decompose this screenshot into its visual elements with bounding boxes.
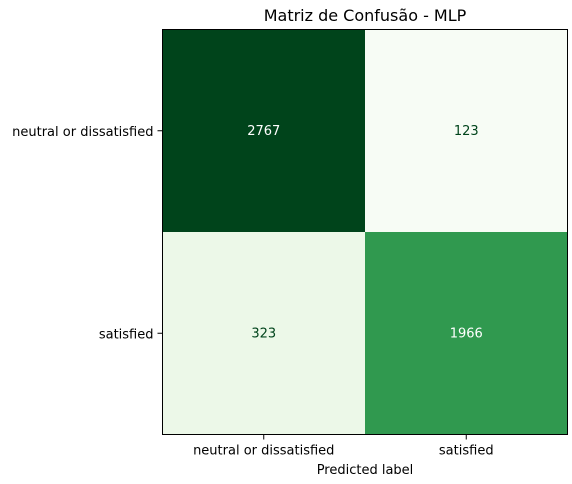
heatmap-cell-0-0 <box>162 29 365 232</box>
heatmap-cells <box>162 29 568 435</box>
y-tick-label-0: neutral or dissatisfied <box>12 125 153 140</box>
heatmap-cell-0-1 <box>365 29 568 232</box>
cell-value-labels: 2767 123 323 1966 <box>247 124 483 342</box>
y-axis-ticks: neutral or dissatisfied satisfied <box>12 125 163 342</box>
x-axis-label: Predicted label <box>317 463 414 478</box>
x-axis-ticks: neutral or dissatisfied satisfied <box>193 434 494 459</box>
cell-value-0-1: 123 <box>454 124 479 139</box>
chart-title: Matriz de Confusão - MLP <box>264 6 467 25</box>
x-tick-label-1: satisfied <box>439 444 494 459</box>
x-tick-label-0: neutral or dissatisfied <box>193 444 334 459</box>
cell-value-1-0: 323 <box>251 326 276 341</box>
heatmap-cell-1-1 <box>365 232 568 435</box>
cell-value-1-1: 1966 <box>450 326 483 341</box>
heatmap-cell-1-0 <box>162 232 365 435</box>
plot-frame <box>162 29 568 435</box>
y-tick-label-1: satisfied <box>99 327 154 342</box>
cell-value-0-0: 2767 <box>247 124 280 139</box>
